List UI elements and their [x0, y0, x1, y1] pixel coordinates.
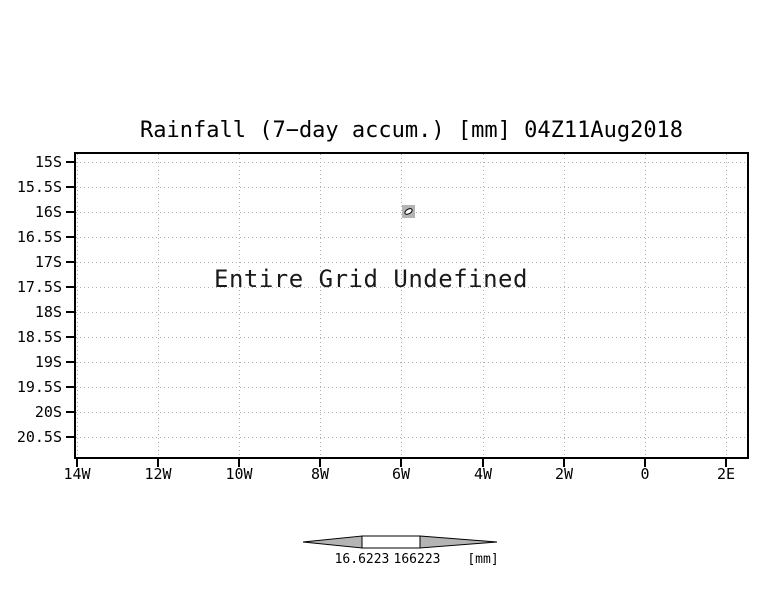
x-axis-label: 4W	[473, 465, 493, 483]
y-axis-tick	[66, 261, 74, 263]
gridline-horizontal	[76, 437, 747, 438]
x-axis-tick	[238, 459, 240, 467]
gridline-horizontal	[76, 312, 747, 313]
gridline-vertical	[483, 154, 484, 457]
gridline-vertical	[401, 154, 402, 457]
y-axis-label: 18.5S	[16, 328, 62, 346]
x-axis-tick	[725, 459, 727, 467]
gridline-horizontal	[76, 162, 747, 163]
gridline-vertical	[645, 154, 646, 457]
y-axis-tick	[66, 211, 74, 213]
y-axis-tick	[66, 186, 74, 188]
gridline-vertical	[320, 154, 321, 457]
gridline-horizontal	[76, 337, 747, 338]
gridline-horizontal	[76, 387, 747, 388]
gridline-horizontal	[76, 362, 747, 363]
x-axis-tick	[157, 459, 159, 467]
x-axis-label: 0	[640, 465, 650, 483]
gridline-vertical	[726, 154, 727, 457]
y-axis-tick	[66, 386, 74, 388]
y-axis-label: 15.5S	[16, 178, 62, 196]
grid-undefined-message: Entire Grid Undefined	[214, 265, 528, 293]
plot-title: Rainfall (7−day accum.) [mm] 04Z11Aug201…	[140, 118, 684, 143]
x-axis-tick	[319, 459, 321, 467]
colorbar-min-label: 16.6223	[334, 552, 390, 567]
gridline-horizontal	[76, 287, 747, 288]
x-axis-tick	[563, 459, 565, 467]
y-axis-tick	[66, 161, 74, 163]
x-axis-label: 8W	[310, 465, 330, 483]
colorbar-left-arrow	[302, 535, 363, 549]
gridline-vertical	[564, 154, 565, 457]
x-axis-tick	[482, 459, 484, 467]
y-axis-label: 17.5S	[16, 278, 62, 296]
gridline-horizontal	[76, 412, 747, 413]
colorbar-mid-box	[361, 535, 421, 549]
colorbar	[302, 535, 498, 549]
x-axis-tick	[644, 459, 646, 467]
shaded-grid-cell-marker	[402, 205, 415, 218]
y-axis-label: 17S	[34, 253, 62, 271]
gridline-vertical	[158, 154, 159, 457]
x-axis-label: 10W	[225, 465, 253, 483]
x-axis-tick	[76, 459, 78, 467]
gridline-vertical	[77, 154, 78, 457]
x-axis-tick	[400, 459, 402, 467]
x-axis-label: 12W	[144, 465, 172, 483]
y-axis-label: 19S	[34, 353, 62, 371]
y-axis-label: 16S	[34, 203, 62, 221]
y-axis-tick	[66, 361, 74, 363]
y-axis-label: 18S	[34, 303, 62, 321]
y-axis-label: 16.5S	[16, 228, 62, 246]
x-axis-label: 2E	[716, 465, 736, 483]
y-axis-tick	[66, 236, 74, 238]
x-axis-label: 6W	[391, 465, 411, 483]
colorbar-right-arrow	[419, 535, 498, 549]
colorbar-max-label: 166223	[393, 552, 441, 567]
y-axis-label: 15S	[34, 153, 62, 171]
gridline-horizontal	[76, 262, 747, 263]
y-axis-label: 19.5S	[16, 378, 62, 396]
colorbar-units-label: [mm]	[467, 552, 499, 567]
y-axis-label: 20.5S	[16, 428, 62, 446]
y-axis-tick	[66, 286, 74, 288]
gridline-vertical	[239, 154, 240, 457]
x-axis-label: 14W	[63, 465, 91, 483]
y-axis-tick	[66, 336, 74, 338]
contour-ellipse-icon	[404, 208, 413, 215]
gridline-horizontal	[76, 237, 747, 238]
y-axis-tick	[66, 436, 74, 438]
gridline-horizontal	[76, 187, 747, 188]
x-axis-label: 2W	[554, 465, 574, 483]
plot-area-frame	[74, 152, 749, 459]
y-axis-tick	[66, 311, 74, 313]
y-axis-label: 20S	[34, 403, 62, 421]
y-axis-tick	[66, 411, 74, 413]
